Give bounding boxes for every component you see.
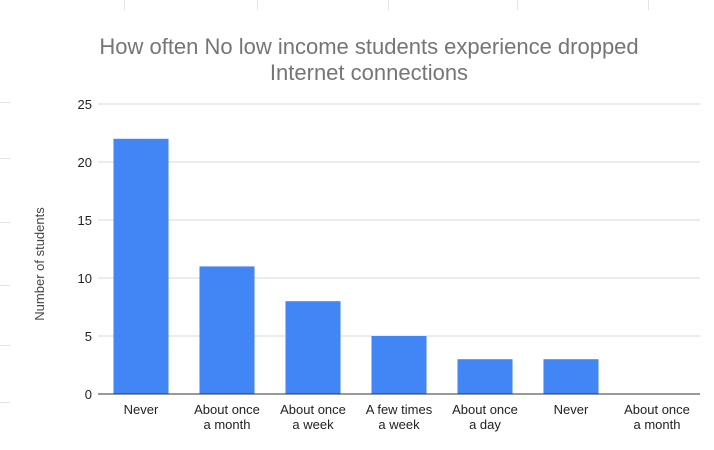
y-tick-label: 25: [78, 97, 92, 112]
bar: [199, 266, 255, 394]
bars: [113, 138, 599, 394]
sheet-gridline: [0, 345, 10, 346]
sheet-gridline: [124, 0, 125, 10]
y-tick-label: 15: [78, 213, 92, 228]
bar: [371, 336, 427, 394]
bar: [113, 138, 169, 394]
sheet-gridline: [0, 222, 10, 223]
y-tick-label: 20: [78, 155, 92, 170]
y-tick-label: 5: [85, 329, 92, 344]
x-tick-label: Never: [554, 402, 589, 417]
sheet-gridline: [648, 0, 649, 10]
bar: [457, 359, 513, 394]
x-tick-label: a month: [204, 417, 251, 432]
y-axis-label: Number of students: [32, 207, 47, 321]
bar: [543, 359, 599, 394]
x-tick-label: a week: [292, 417, 334, 432]
sheet-gridline: [388, 0, 389, 10]
x-tick-label: About once: [194, 402, 260, 417]
sheet-gridline: [0, 158, 10, 159]
x-tick-label: a week: [378, 417, 420, 432]
x-tick-label: About once: [280, 402, 346, 417]
sheet-gridline: [257, 0, 258, 10]
x-tick-label: A few times: [366, 402, 433, 417]
x-tick-label: a day: [469, 417, 501, 432]
y-gridlines: [98, 103, 700, 337]
x-tick-label: About once: [452, 402, 518, 417]
x-tick-label: a month: [634, 417, 681, 432]
y-tick-labels: 0 5 10 15 20 25: [78, 97, 92, 402]
chart-title: How often No low income students experie…: [99, 34, 638, 85]
chart-title-line-2: Internet connections: [270, 60, 468, 85]
chart-title-line-1: How often No low income students experie…: [99, 34, 638, 59]
sheet-gridline: [517, 0, 518, 10]
sheet-gridline: [0, 285, 10, 286]
x-tick-label: Never: [124, 402, 159, 417]
y-tick-label: 0: [85, 387, 92, 402]
y-tick-label: 10: [78, 271, 92, 286]
bar: [285, 301, 341, 394]
sheet-gridline: [0, 402, 10, 403]
sheet-gridline: [0, 102, 10, 103]
x-tick-label: About once: [624, 402, 690, 417]
